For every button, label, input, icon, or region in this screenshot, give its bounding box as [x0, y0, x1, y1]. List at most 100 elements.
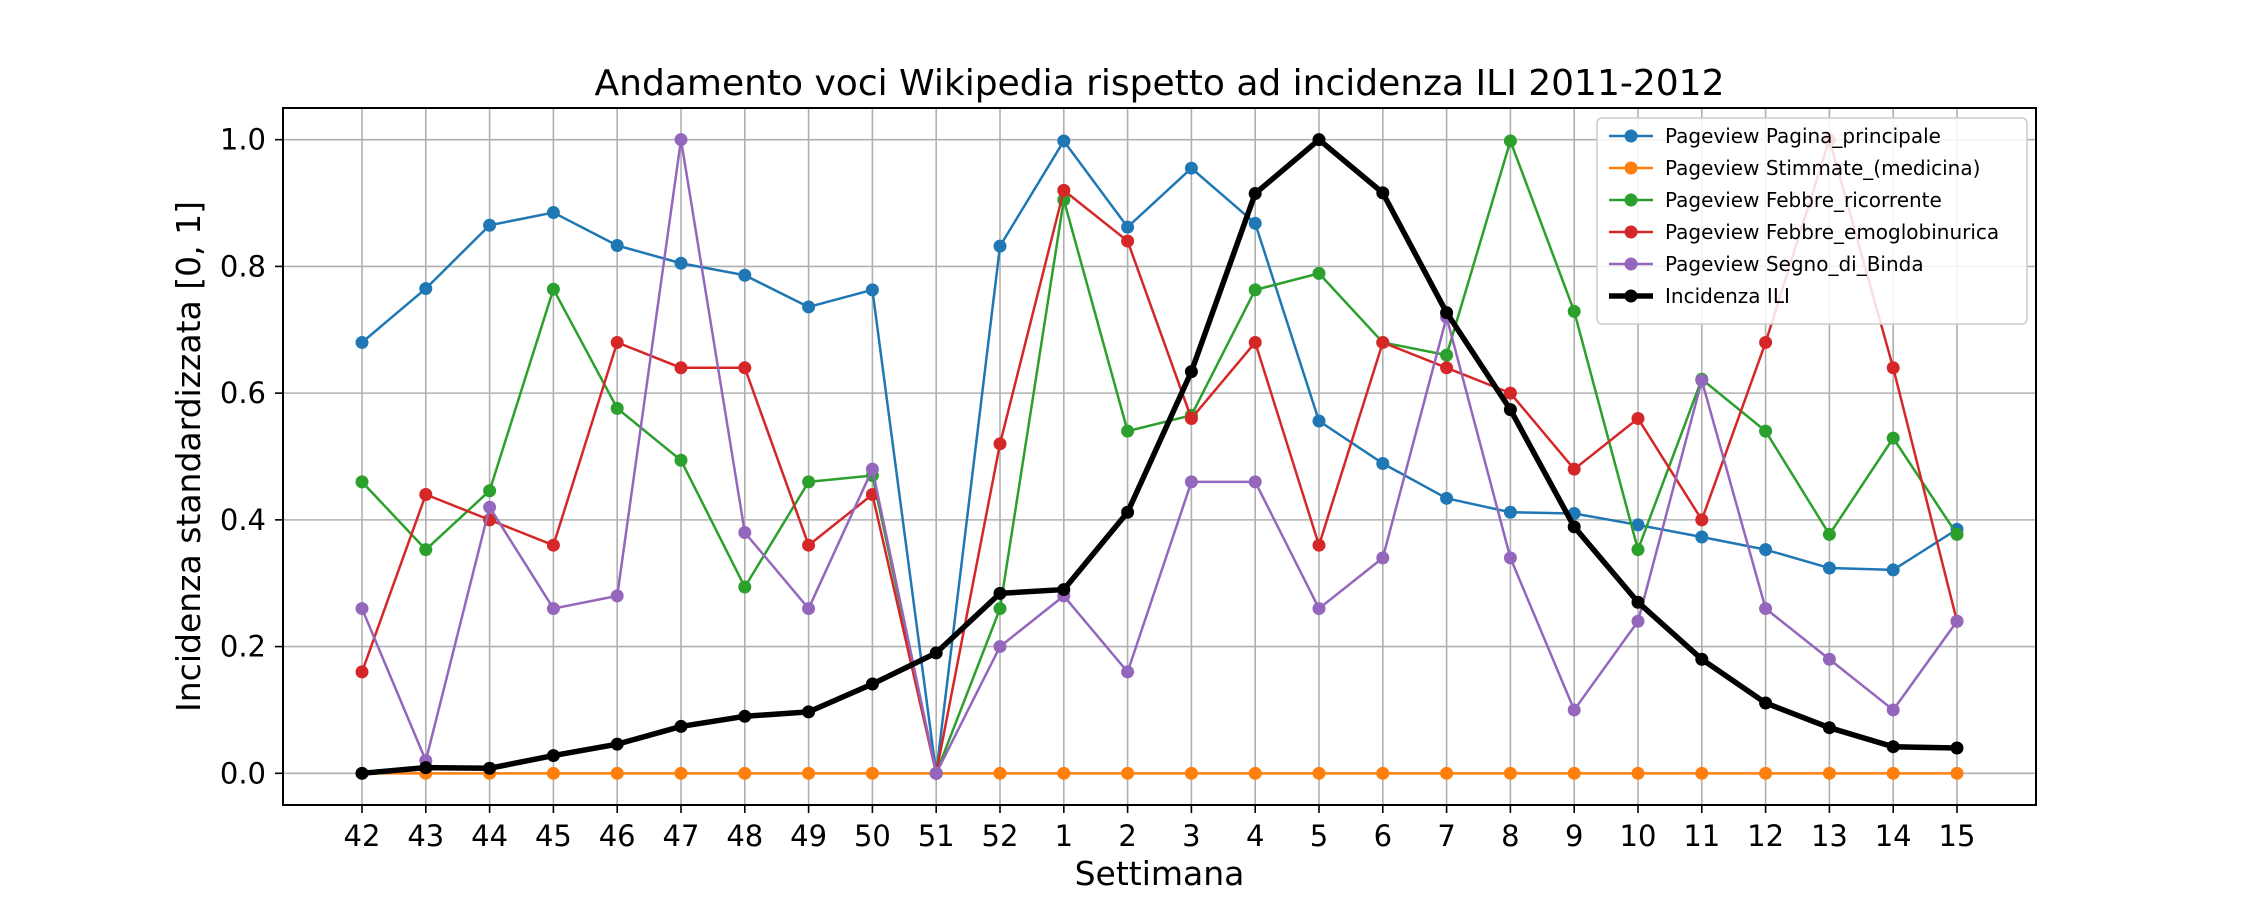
legend-marker: [1624, 129, 1638, 143]
data-point: [483, 218, 497, 232]
data-point: [802, 602, 816, 616]
series-line: [361, 139, 1958, 775]
data-point: [865, 766, 879, 780]
legend-label: Pageview Segno_di_Binda: [1665, 252, 1924, 276]
x-tick-label: 13: [1811, 819, 1848, 853]
data-point: [483, 484, 497, 498]
chart-title: Andamento voci Wikipedia rispetto ad inc…: [595, 63, 1725, 104]
series-2: [355, 766, 1964, 780]
data-point: [1184, 411, 1198, 425]
x-tick-label: 50: [854, 819, 891, 853]
data-point: [1950, 614, 1964, 628]
legend: Pageview Pagina_principale Pageview Stimm…: [1596, 117, 2028, 325]
data-point: [1631, 766, 1645, 780]
data-point: [1695, 513, 1709, 527]
data-point: [802, 300, 816, 314]
data-point: [1950, 527, 1964, 541]
x-tick-label: 2: [1118, 819, 1136, 853]
data-point: [1567, 462, 1581, 476]
data-point: [1759, 696, 1773, 710]
data-point: [1822, 561, 1836, 575]
data-point: [1567, 703, 1581, 717]
data-point: [355, 602, 369, 616]
data-point: [1759, 335, 1773, 349]
data-point: [929, 646, 943, 660]
data-point: [1695, 530, 1709, 544]
data-point: [1759, 424, 1773, 438]
data-point: [1886, 740, 1900, 754]
legend-label: Pageview Pagina_principale: [1665, 124, 1941, 148]
legend-marker: [1624, 161, 1638, 175]
data-point: [1312, 414, 1326, 428]
data-point: [1248, 283, 1262, 297]
data-point: [738, 268, 752, 282]
legend-marker: [1624, 193, 1638, 207]
y-tick-label: 0.6: [220, 376, 266, 410]
data-point: [1503, 766, 1517, 780]
data-point: [1759, 766, 1773, 780]
data-point: [674, 133, 688, 147]
data-point: [1503, 505, 1517, 519]
data-point: [1759, 543, 1773, 557]
series-line: [361, 136, 1958, 777]
legend-marker: [1624, 257, 1638, 271]
data-point: [1121, 220, 1135, 234]
legend-item: Pageview Febbre_ricorrente: [1609, 188, 1942, 212]
y-tick-label: 0.0: [220, 756, 266, 790]
data-point: [1376, 551, 1390, 565]
data-point: [993, 602, 1007, 616]
data-point: [483, 761, 497, 775]
data-point: [1950, 741, 1964, 755]
series-5: [355, 133, 1964, 780]
data-point: [1248, 766, 1262, 780]
x-tick-label: 43: [407, 819, 444, 853]
data-point: [1950, 766, 1964, 780]
data-point: [674, 766, 688, 780]
data-point: [1121, 234, 1135, 248]
data-point: [738, 580, 752, 594]
data-point: [929, 766, 943, 780]
data-point: [546, 602, 560, 616]
data-point: [1121, 766, 1135, 780]
data-point: [993, 640, 1007, 654]
data-point: [610, 737, 624, 751]
data-point: [1121, 505, 1135, 519]
series-4: [355, 133, 1964, 780]
data-point: [1057, 183, 1071, 197]
x-tick-label: 9: [1565, 819, 1583, 853]
data-point: [1184, 161, 1198, 175]
data-point: [865, 462, 879, 476]
x-tick-label: 49: [790, 819, 827, 853]
data-point: [1248, 475, 1262, 489]
data-point: [865, 488, 879, 502]
series-line: [360, 138, 1959, 775]
data-point: [546, 766, 560, 780]
data-point: [355, 766, 369, 780]
legend-marker: [1624, 289, 1638, 303]
x-tick-label: 4: [1246, 819, 1264, 853]
data-point: [1822, 766, 1836, 780]
legend-item: Pageview Stimmate_(medicina): [1609, 156, 1980, 180]
data-point: [1631, 543, 1645, 557]
data-point: [1567, 304, 1581, 318]
series-6: [355, 133, 1964, 780]
data-point: [738, 709, 752, 723]
data-point: [1822, 652, 1836, 666]
data-point: [1057, 766, 1071, 780]
x-tick-label: 52: [982, 819, 1019, 853]
x-tick-label: 51: [918, 819, 955, 853]
x-tick-label: 1: [1055, 819, 1073, 853]
data-point: [1184, 766, 1198, 780]
data-point: [610, 589, 624, 603]
data-point: [1440, 306, 1454, 320]
data-point: [1503, 403, 1517, 417]
data-point: [738, 526, 752, 540]
x-tick-label: 8: [1501, 819, 1519, 853]
data-point: [1312, 538, 1326, 552]
legend-marker: [1624, 225, 1638, 239]
data-point: [1440, 348, 1454, 362]
data-point: [546, 538, 560, 552]
x-tick-label: 6: [1374, 819, 1392, 853]
data-point: [1503, 551, 1517, 565]
data-point: [355, 475, 369, 489]
